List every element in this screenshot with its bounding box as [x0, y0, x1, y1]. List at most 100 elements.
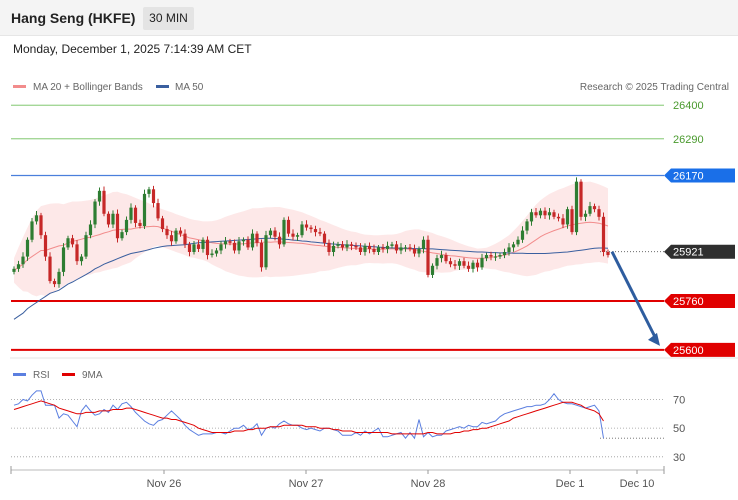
candle-body	[520, 230, 525, 240]
candle-body	[97, 190, 102, 202]
candle-body	[570, 209, 574, 233]
candle-body	[174, 230, 178, 242]
candle-body	[322, 233, 327, 243]
candle-body	[52, 281, 57, 285]
candle-body	[187, 244, 192, 252]
candle-body	[300, 224, 304, 236]
candle-body	[588, 206, 592, 214]
timeframe-button[interactable]: 30 MIN	[143, 7, 194, 30]
candle-body	[48, 256, 52, 282]
candle-body	[372, 248, 376, 252]
candle-body	[331, 245, 336, 252]
candle-body	[210, 253, 214, 256]
candle-body	[133, 207, 138, 223]
candle-body	[318, 232, 322, 234]
rsi-legend-label: RSI	[33, 370, 50, 381]
candle-body	[448, 261, 453, 265]
candle-body	[534, 212, 538, 216]
level-tag-25760	[664, 293, 735, 308]
candle-body	[390, 244, 394, 246]
candle-body	[592, 206, 597, 210]
candle-body	[516, 239, 520, 245]
candle-body	[93, 201, 97, 225]
candle-body	[12, 268, 16, 272]
rsi-tick-70: 70	[673, 394, 685, 406]
level-label-26170: 26170	[673, 171, 704, 183]
candle-body	[579, 181, 583, 217]
candle-body	[223, 241, 228, 245]
candle-body	[552, 212, 556, 217]
candle-body	[435, 258, 439, 266]
candle-body	[444, 255, 448, 262]
candle-body	[232, 242, 237, 251]
candle-body	[16, 264, 21, 269]
rsi-pane: 70 50 30	[11, 390, 685, 464]
candle-body	[408, 247, 412, 249]
candle-body	[277, 236, 282, 245]
rsi-legend-swatch	[13, 373, 26, 376]
candle-body	[327, 242, 331, 252]
candle-body	[106, 213, 111, 225]
candle-body	[178, 230, 183, 234]
candle-body	[286, 219, 291, 234]
candle-body	[502, 252, 507, 256]
candle-body	[439, 255, 444, 259]
candle-body	[264, 235, 268, 268]
candle-body	[84, 235, 88, 257]
candle-body	[417, 248, 421, 254]
copyright-label: Research © 2025 Trading Central	[580, 82, 729, 93]
candle-body	[565, 209, 570, 225]
candle-body	[349, 244, 354, 246]
candle-body	[480, 258, 484, 268]
candle-body	[21, 256, 25, 265]
candle-body	[156, 203, 160, 219]
candle-body	[102, 190, 106, 214]
chart-header: Hang Seng (HKFE) 30 MIN	[0, 0, 738, 36]
candle-body	[273, 230, 277, 237]
candle-body	[43, 235, 48, 257]
candle-body	[511, 244, 516, 248]
candle-body	[30, 221, 34, 240]
candle-body	[61, 247, 66, 272]
candle-body	[547, 212, 552, 216]
candle-body	[160, 218, 165, 230]
candle-body	[66, 238, 70, 248]
x-tick-nov-28: Nov 28	[411, 478, 446, 490]
ma50-legend-swatch	[156, 85, 169, 88]
candle-body	[192, 244, 196, 252]
candle-body	[367, 245, 372, 249]
candle-body	[147, 189, 151, 194]
candle-body	[183, 233, 187, 245]
ma20-legend-label: MA 20 + Bollinger Bands	[33, 82, 143, 93]
candle-body	[529, 212, 534, 222]
candle-body	[601, 216, 606, 252]
candle-body	[309, 227, 313, 230]
ma9-legend-label: 9MA	[82, 370, 103, 381]
timestamp: Monday, December 1, 2025 7:14:39 AM CET	[13, 42, 252, 56]
candle-body	[336, 244, 340, 246]
candle-body	[493, 256, 498, 258]
candle-body	[561, 218, 565, 225]
candle-body	[214, 250, 219, 254]
candle-body	[111, 213, 115, 225]
candle-body	[25, 239, 30, 257]
candle-body	[250, 233, 255, 248]
candle-body	[201, 239, 205, 249]
level-tag-25600	[664, 342, 735, 357]
candle-body	[34, 215, 39, 222]
candle-body	[282, 219, 286, 245]
candle-body	[255, 233, 259, 243]
candle-body	[313, 229, 318, 233]
level-label-26400: 26400	[673, 100, 704, 112]
candle-body	[129, 207, 133, 220]
candle-body	[268, 230, 273, 236]
candle-body	[354, 245, 358, 248]
level-tag-26170	[664, 168, 735, 183]
rsi-ma-line	[13, 400, 604, 435]
candle-body	[403, 247, 408, 249]
candle-body	[462, 261, 466, 266]
price-levels	[11, 104, 664, 351]
candle-body	[205, 239, 210, 256]
level-label-26290: 26290	[673, 134, 704, 146]
